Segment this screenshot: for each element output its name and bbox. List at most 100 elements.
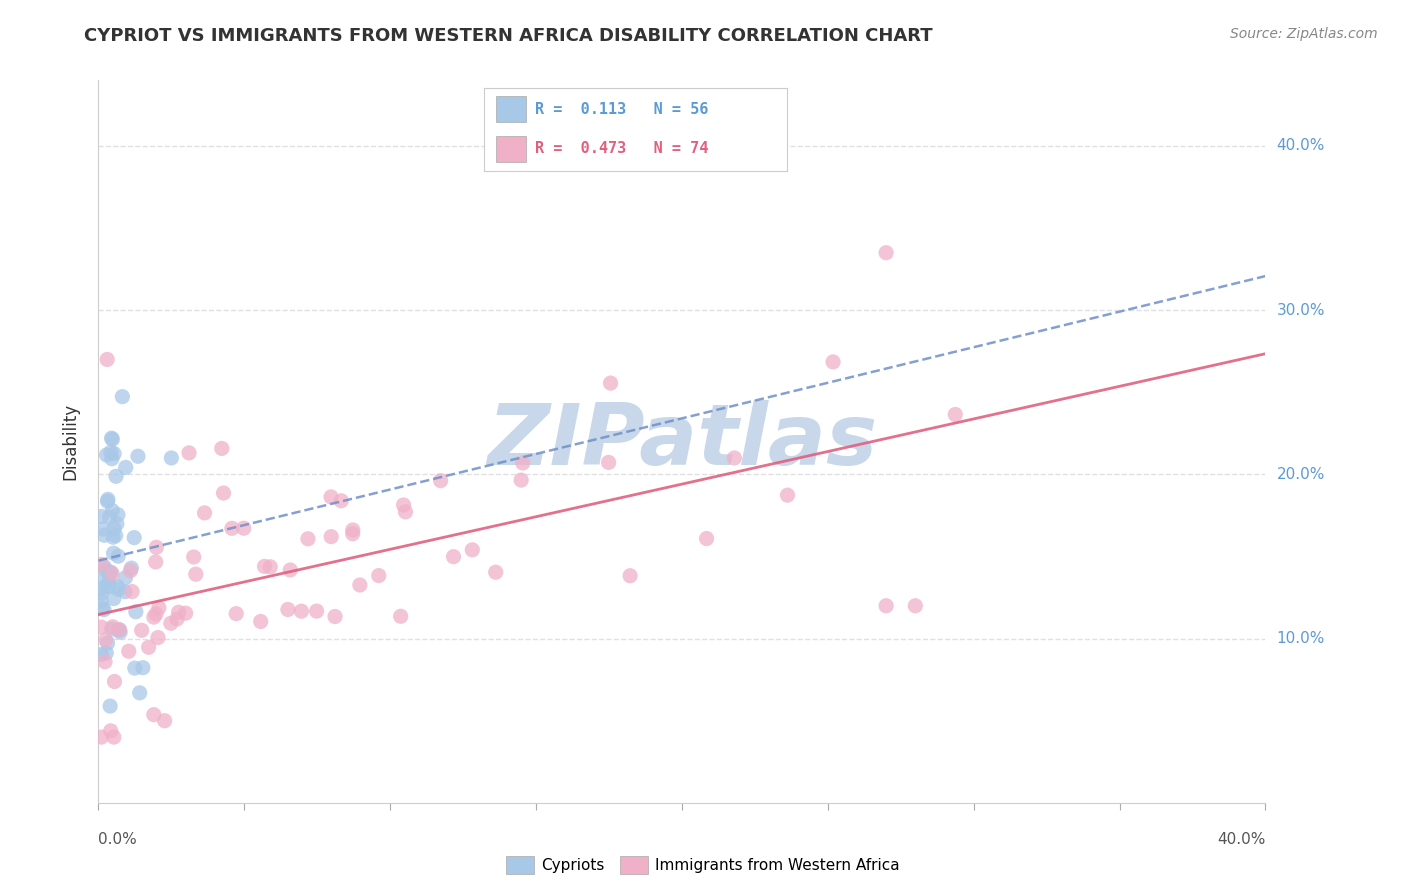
Point	[103, 546, 125, 560]
Point	[103, 522, 125, 536]
Point	[100, 622, 122, 636]
Point	[105, 469, 128, 483]
Point	[512, 456, 534, 470]
Point	[107, 579, 129, 593]
Point	[107, 582, 129, 597]
Point	[90, 586, 112, 600]
Point	[392, 498, 415, 512]
Point	[94, 632, 117, 647]
Point	[111, 390, 134, 404]
Point	[103, 447, 125, 461]
Point	[183, 549, 205, 564]
Point	[146, 631, 169, 645]
Point	[153, 714, 176, 728]
Point	[124, 661, 146, 675]
Point	[93, 602, 115, 616]
Point	[98, 574, 121, 588]
Point	[90, 558, 112, 572]
Point	[145, 607, 167, 621]
Point	[96, 448, 118, 462]
Point	[429, 474, 451, 488]
Point	[103, 674, 125, 689]
Point	[101, 433, 124, 447]
Point	[696, 532, 718, 546]
Point	[118, 644, 141, 658]
Point	[114, 584, 136, 599]
Point	[598, 455, 620, 469]
Point	[166, 612, 188, 626]
Point	[97, 579, 120, 593]
Point	[101, 503, 124, 517]
Point	[97, 636, 120, 650]
Point	[148, 600, 170, 615]
Point	[90, 509, 112, 524]
Point	[259, 559, 281, 574]
Point	[290, 604, 312, 618]
Point	[125, 605, 148, 619]
Point	[211, 442, 233, 456]
Point	[100, 445, 122, 459]
Text: 10.0%: 10.0%	[1277, 632, 1324, 646]
Point	[277, 602, 299, 616]
Point	[321, 530, 343, 544]
Point	[323, 609, 346, 624]
Point	[103, 591, 125, 606]
Point	[159, 616, 181, 631]
Point	[108, 623, 131, 637]
Text: 40.0%: 40.0%	[1218, 831, 1265, 847]
Point	[943, 408, 966, 422]
Point	[100, 565, 122, 579]
Point	[138, 640, 160, 655]
Point	[128, 686, 150, 700]
Point	[104, 528, 127, 542]
Point	[114, 571, 136, 585]
Point	[142, 610, 165, 624]
Point	[305, 604, 328, 618]
Text: 40.0%: 40.0%	[1277, 138, 1324, 153]
Point	[875, 599, 897, 613]
Text: 20.0%: 20.0%	[1277, 467, 1324, 482]
Point	[221, 521, 243, 535]
Point	[91, 601, 114, 615]
Point	[96, 494, 118, 508]
Point	[98, 699, 121, 714]
Point	[96, 352, 118, 367]
Point	[875, 245, 897, 260]
Text: CYPRIOT VS IMMIGRANTS FROM WESTERN AFRICA DISABILITY CORRELATION CHART: CYPRIOT VS IMMIGRANTS FROM WESTERN AFRIC…	[84, 27, 934, 45]
Point	[904, 599, 927, 613]
Point	[91, 522, 114, 536]
Point	[342, 526, 364, 541]
Point	[461, 542, 484, 557]
Point	[94, 563, 117, 577]
Point	[101, 566, 124, 581]
Point	[177, 446, 200, 460]
Point	[278, 563, 301, 577]
Point	[389, 609, 412, 624]
Point	[174, 606, 197, 620]
Point	[93, 528, 115, 542]
Text: ZIPatlas: ZIPatlas	[486, 400, 877, 483]
Point	[342, 523, 364, 537]
Y-axis label: Disability: Disability	[62, 403, 80, 480]
Point	[120, 564, 142, 578]
Point	[212, 486, 235, 500]
Point	[297, 532, 319, 546]
Point	[101, 530, 124, 544]
Point	[510, 473, 533, 487]
Point	[619, 568, 641, 582]
Point	[98, 566, 121, 580]
Point	[97, 580, 120, 594]
Text: Source: ZipAtlas.com: Source: ZipAtlas.com	[1230, 27, 1378, 41]
Point	[108, 625, 131, 640]
Point	[232, 521, 254, 535]
Point	[105, 516, 128, 531]
Point	[90, 730, 112, 744]
Point	[723, 450, 745, 465]
Point	[145, 555, 167, 569]
Point	[131, 624, 153, 638]
Point	[101, 451, 124, 466]
Point	[90, 620, 112, 634]
Point	[394, 505, 416, 519]
Point	[145, 541, 167, 555]
Point	[103, 730, 125, 744]
